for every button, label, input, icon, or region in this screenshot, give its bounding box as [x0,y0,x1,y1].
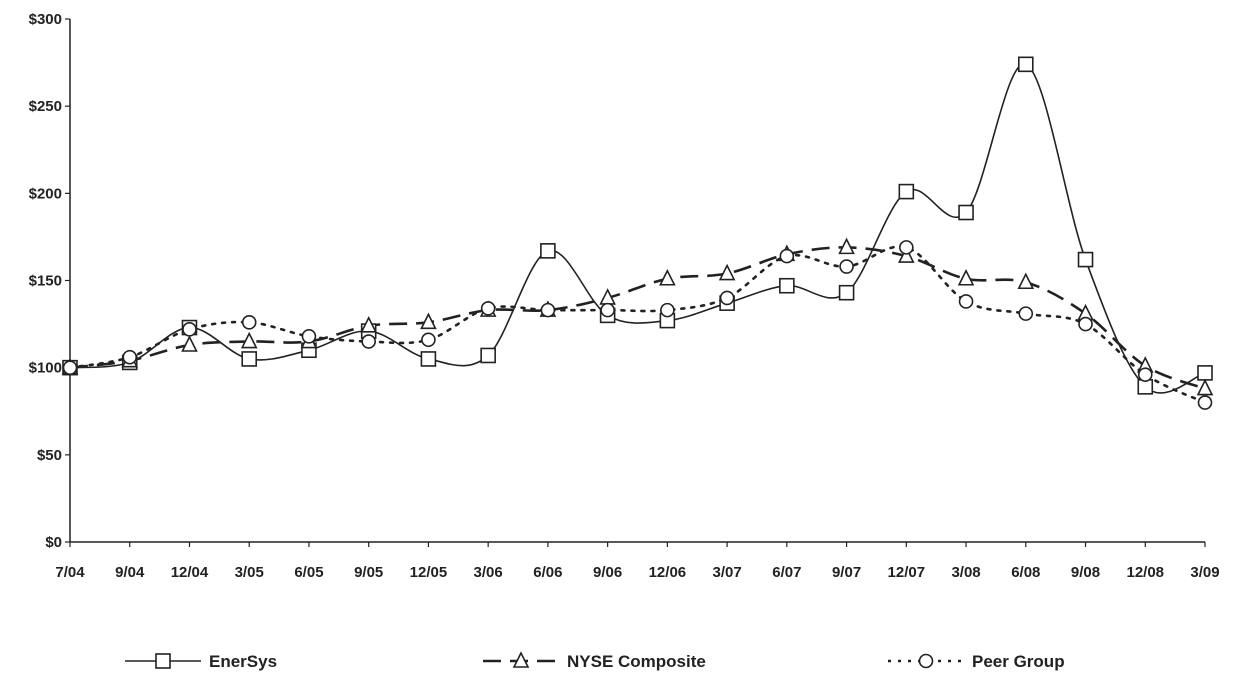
point-enersys [1197,365,1213,381]
point-enersys [1137,379,1154,395]
point-peer-group [361,334,376,349]
x-tick-label: 9/07 [832,564,861,581]
point-peer-group [779,248,795,264]
point-nyse-composite [420,312,437,330]
point-peer-group [540,302,556,318]
point-nyse-composite [838,237,855,255]
y-tick-label: $250 [29,98,62,115]
point-enersys [1077,251,1094,268]
x-tick-label: 12/07 [888,564,926,581]
x-tick-label: 12/04 [171,564,209,581]
point-peer-group [1018,306,1034,321]
point-peer-group [421,332,436,348]
point-peer-group [1197,395,1213,410]
point-peer-group [660,302,675,318]
point-enersys [480,347,496,364]
x-tick-label: 12/06 [649,564,687,581]
x-tick-label: 9/04 [115,564,145,581]
legend-marker-peer-group [918,653,934,669]
x-tick-label: 6/06 [533,564,562,581]
point-nyse-composite [1196,378,1214,396]
y-tick-label: $150 [29,273,62,290]
point-peer-group [480,301,496,316]
point-nyse-composite [181,335,198,352]
x-tick-label: 6/08 [1011,564,1040,581]
legend-marker-nyse-composite [512,651,530,668]
point-enersys [779,277,795,294]
point-nyse-composite [718,263,736,281]
point-nyse-composite [659,268,676,286]
point-peer-group [600,302,615,318]
point-peer-group [719,290,735,306]
point-enersys [540,243,556,259]
y-tick-label: $100 [29,360,62,377]
series-line-nyse-composite [69,246,1206,390]
point-peer-group [301,328,317,344]
point-nyse-composite [957,268,975,286]
point-enersys [1017,56,1034,73]
point-peer-group [1137,367,1153,382]
x-tick-label: 9/05 [354,564,383,581]
x-tick-label: 3/06 [474,564,503,581]
point-nyse-composite [898,246,915,263]
point-enersys [838,284,855,301]
legend-label-enersys: EnerSys [209,652,277,671]
point-peer-group [62,360,78,375]
point-peer-group [182,322,197,337]
series-line-enersys [69,63,1206,394]
x-tick-label: 6/07 [772,564,801,581]
x-tick-label: 12/05 [410,564,448,581]
point-peer-group [899,240,914,255]
x-tick-label: 3/05 [235,564,264,581]
y-tick-label: $200 [29,185,62,202]
point-nyse-composite [1017,272,1035,290]
point-nyse-composite [360,316,377,333]
y-tick-label: $0 [45,534,62,551]
x-tick-label: 12/08 [1126,564,1164,581]
point-peer-group [1078,316,1093,332]
x-tick-label: 3/08 [951,564,980,581]
point-peer-group [122,349,138,365]
x-tick-label: 7/04 [55,564,85,581]
x-tick-label: 9/08 [1071,564,1100,581]
point-nyse-composite [240,331,258,349]
point-enersys [241,351,258,367]
point-peer-group [958,294,974,309]
x-tick-label: 3/09 [1190,564,1219,581]
series-line-peer-group [68,245,1207,404]
point-enersys [420,351,437,367]
legend-label-peer-group: Peer Group [972,652,1065,671]
point-peer-group [839,259,854,274]
point-peer-group [241,315,257,330]
legend-marker-enersys [155,653,171,669]
y-tick-label: $300 [29,11,62,28]
y-tick-label: $50 [37,447,62,464]
legend-label-nyse-composite: NYSE Composite [567,652,706,671]
point-enersys [958,204,974,221]
x-tick-label: 9/06 [593,564,622,581]
x-tick-label: 6/05 [294,564,323,581]
x-tick-label: 3/07 [713,564,742,581]
point-enersys [898,183,915,200]
